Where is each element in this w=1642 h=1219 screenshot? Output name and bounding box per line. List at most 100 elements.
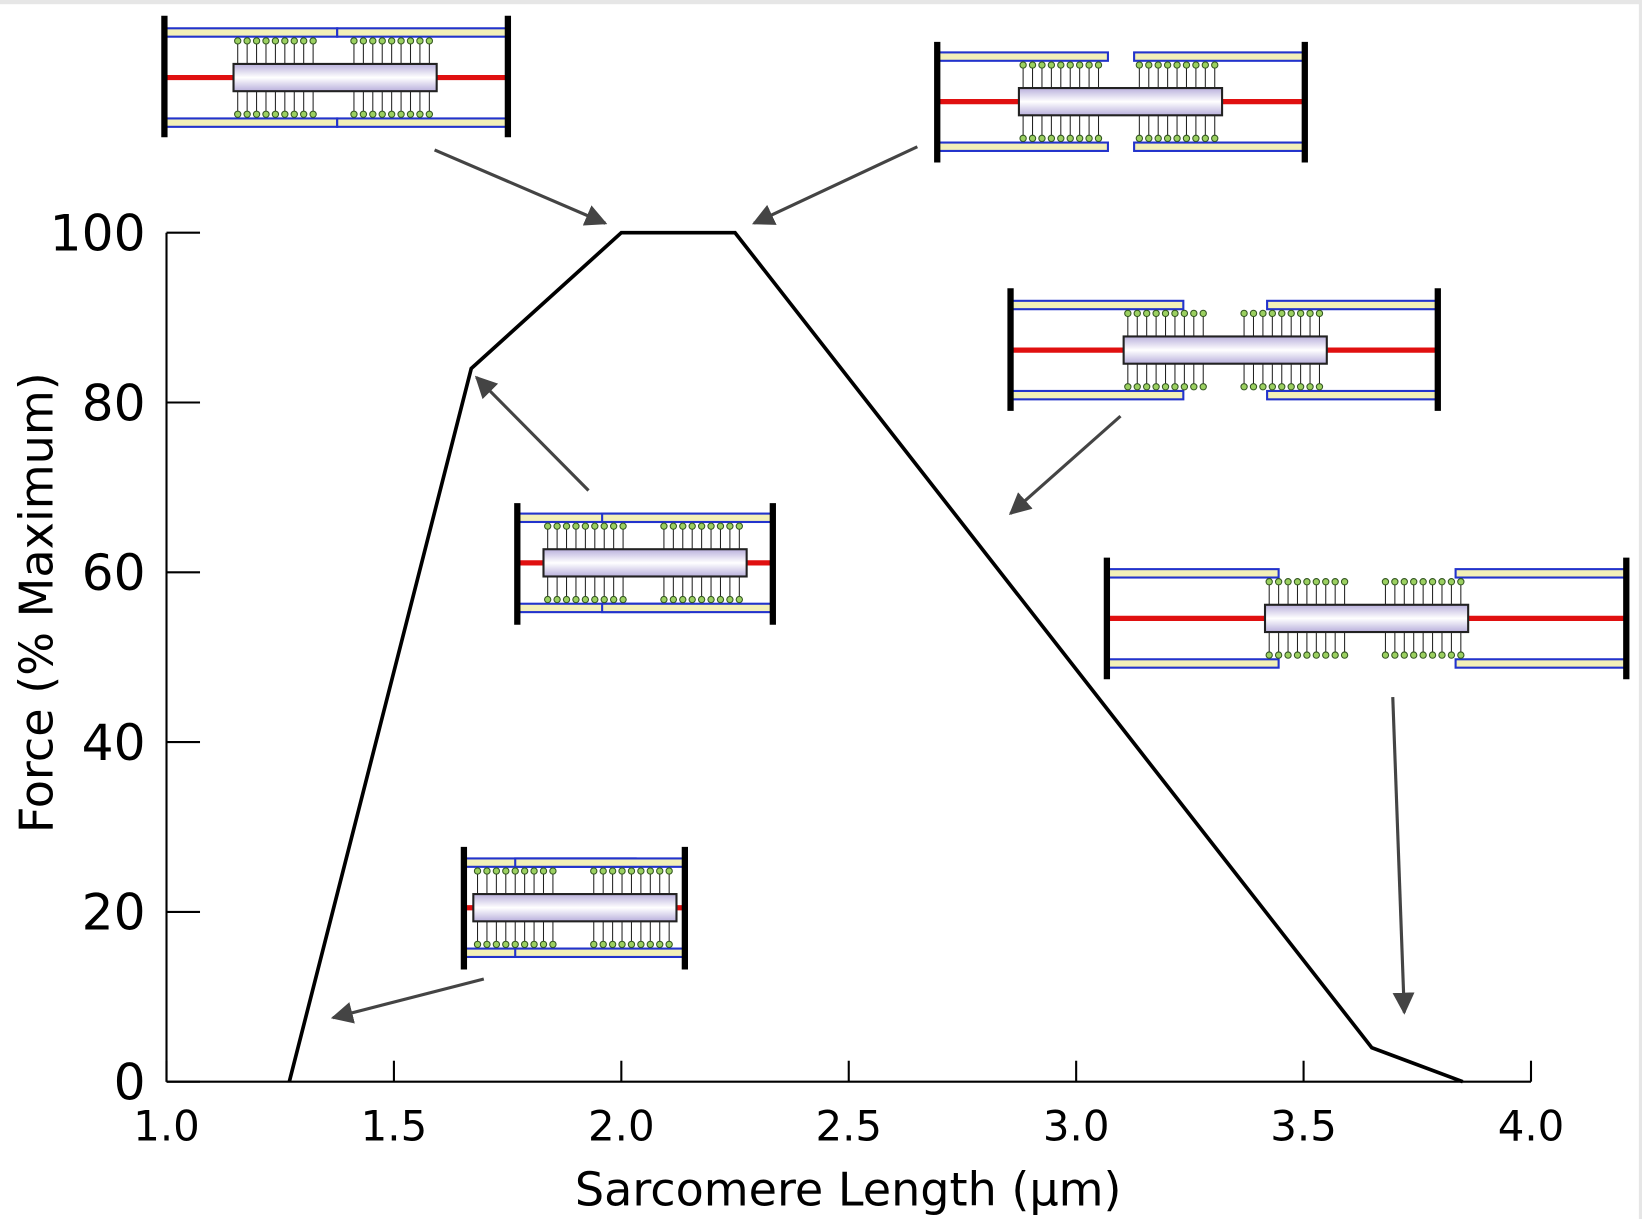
- head-tip: [1306, 309, 1314, 318]
- head-tip: [562, 522, 571, 530]
- y-tick-label: 0: [114, 1052, 146, 1111]
- head-tip: [406, 37, 415, 45]
- thin-filament: [1133, 51, 1306, 62]
- diagrams: [161, 15, 1630, 1024]
- head-tip: [608, 940, 617, 949]
- head-tip: [416, 37, 424, 45]
- force-line: [287, 230, 1464, 1084]
- head-tip: [271, 110, 280, 118]
- head-tip: [716, 522, 725, 530]
- head-tip: [1322, 578, 1330, 586]
- thick-filament: [1263, 603, 1470, 634]
- head-tip: [619, 595, 627, 604]
- head-tip: [1028, 134, 1037, 143]
- head-tip: [1057, 61, 1065, 69]
- head-tip: [1278, 383, 1286, 391]
- head-tip: [1265, 651, 1273, 659]
- head-tip: [520, 940, 529, 949]
- head-tip: [1182, 61, 1191, 69]
- thin-filament: [1009, 299, 1185, 311]
- head-tip: [483, 940, 491, 949]
- head-tip: [1306, 383, 1314, 391]
- head-tip: [1163, 134, 1172, 143]
- head-tip: [1199, 309, 1207, 318]
- thick-filament: [1017, 86, 1224, 117]
- head-tip: [309, 37, 317, 45]
- right-border: [1638, 0, 1642, 1219]
- head-tip: [1190, 383, 1198, 391]
- thin-filament: [1454, 658, 1628, 669]
- head-tip: [1249, 309, 1258, 318]
- plot: 0 20 40 60 80 100 1.0 1.5 2.0 2.5 3.0 3.5 4.0: [50, 203, 1565, 1150]
- head-tip: [627, 940, 636, 949]
- head-tip: [1381, 651, 1390, 659]
- head-tip: [252, 110, 261, 118]
- head-tip: [1154, 134, 1162, 143]
- head-tip: [1331, 651, 1339, 659]
- head-tip: [300, 37, 308, 45]
- head-tip: [609, 522, 618, 530]
- head-tip: [1180, 383, 1189, 391]
- head-tip: [1173, 61, 1181, 69]
- thin-filament: [601, 512, 774, 524]
- head-tip: [669, 595, 678, 604]
- head-tip: [350, 110, 358, 118]
- head-tip: [511, 940, 519, 949]
- head-tip: [1259, 383, 1267, 391]
- head-tip: [600, 522, 608, 530]
- head-tip: [599, 940, 607, 949]
- head-tip: [646, 867, 654, 875]
- head-tip: [590, 940, 598, 949]
- thin-filament: [1105, 568, 1280, 579]
- head-tip: [1047, 134, 1056, 143]
- head-tip: [660, 522, 668, 530]
- head-tip: [1019, 61, 1027, 69]
- head-tip: [1171, 309, 1179, 318]
- head-tip: [1287, 383, 1295, 391]
- head-tip: [1152, 383, 1160, 391]
- head-tip: [369, 110, 377, 118]
- head-tip: [627, 867, 636, 875]
- head-tip: [1293, 651, 1302, 659]
- head-tip: [609, 595, 618, 604]
- head-tip: [591, 522, 599, 530]
- head-tip: [290, 37, 298, 45]
- head-tip: [539, 940, 548, 949]
- head-tip: [656, 867, 664, 875]
- head-tip: [1428, 578, 1437, 586]
- arrow: [433, 148, 608, 226]
- head-tip: [1171, 383, 1179, 391]
- head-tip: [1085, 134, 1093, 143]
- head-tip: [416, 110, 424, 118]
- head-tip: [309, 110, 317, 118]
- head-tip: [473, 940, 482, 949]
- head-tip: [660, 595, 668, 604]
- thin-filament: [1266, 299, 1439, 311]
- head-tip: [1133, 309, 1141, 318]
- head-tip: [1182, 134, 1191, 143]
- head-tip: [1161, 309, 1170, 318]
- head-tip: [1400, 578, 1408, 586]
- head-tip: [572, 595, 580, 604]
- head-tip: [1143, 383, 1151, 391]
- head-tip: [1274, 651, 1283, 659]
- head-tip: [1085, 61, 1093, 69]
- head-tip: [1192, 134, 1200, 143]
- head-tip: [1075, 61, 1084, 69]
- head-tip: [1199, 383, 1207, 391]
- x-tick-label: 1.0: [133, 1101, 200, 1150]
- head-tip: [300, 110, 308, 118]
- thin-filament: [163, 117, 339, 128]
- head-tip: [1211, 134, 1219, 143]
- head-tip: [1259, 309, 1267, 318]
- head-tip: [1381, 578, 1390, 586]
- head-tip: [1163, 61, 1172, 69]
- head-tip: [600, 595, 608, 604]
- thick-filament: [232, 62, 438, 93]
- head-tip: [406, 110, 415, 118]
- head-tip: [618, 940, 626, 949]
- head-tip: [1057, 134, 1065, 143]
- head-tip: [697, 595, 706, 604]
- head-tip: [1249, 383, 1258, 391]
